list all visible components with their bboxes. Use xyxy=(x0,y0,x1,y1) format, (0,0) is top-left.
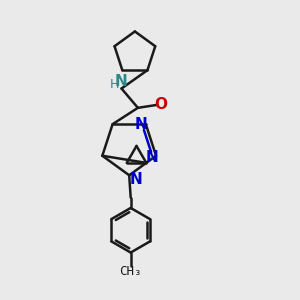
Text: N: N xyxy=(129,172,142,187)
Text: CH₃: CH₃ xyxy=(119,265,142,278)
Text: N: N xyxy=(135,117,148,132)
Text: H: H xyxy=(110,78,119,91)
Text: O: O xyxy=(154,98,167,112)
Text: N: N xyxy=(115,74,127,89)
Text: N: N xyxy=(145,150,158,165)
